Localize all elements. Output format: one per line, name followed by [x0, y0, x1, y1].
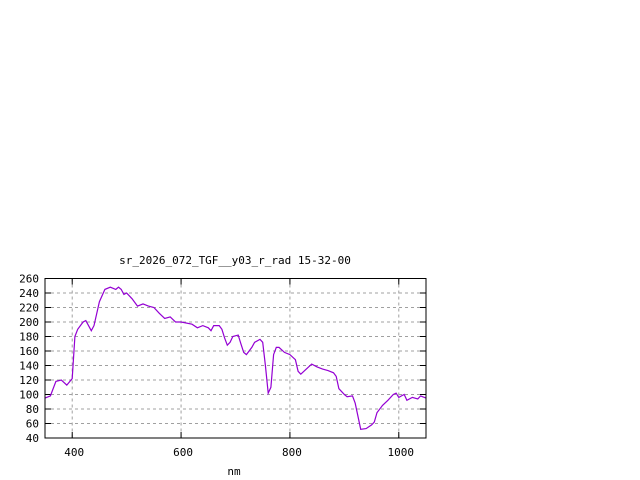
- chart-title: sr_2026_072_TGF__y03_r_rad 15-32-00: [119, 254, 351, 267]
- y-tick-label: 240: [19, 287, 39, 300]
- y-tick-label: 120: [19, 374, 39, 387]
- y-tick-label: 180: [19, 331, 39, 344]
- grid: [45, 278, 426, 438]
- y-tick-label: 80: [26, 403, 39, 416]
- y-tick-label: 220: [19, 302, 39, 315]
- plot-frame: [44, 278, 427, 439]
- series-line: [44, 286, 427, 430]
- x-axis-label: nm: [227, 465, 241, 478]
- x-tick-label: 1000: [388, 446, 415, 459]
- y-tick-label: 140: [19, 360, 39, 373]
- x-tick-label: 600: [173, 446, 193, 459]
- x-tick-label: 400: [64, 446, 84, 459]
- x-tick-label: 800: [282, 446, 302, 459]
- y-tick-label: 40: [26, 432, 39, 445]
- y-tick-label: 100: [19, 389, 39, 402]
- y-tick-label: 160: [19, 345, 39, 358]
- y-tick-label: 260: [19, 273, 39, 286]
- y-tick-label: 60: [26, 418, 39, 431]
- y-tick-label: 200: [19, 316, 39, 329]
